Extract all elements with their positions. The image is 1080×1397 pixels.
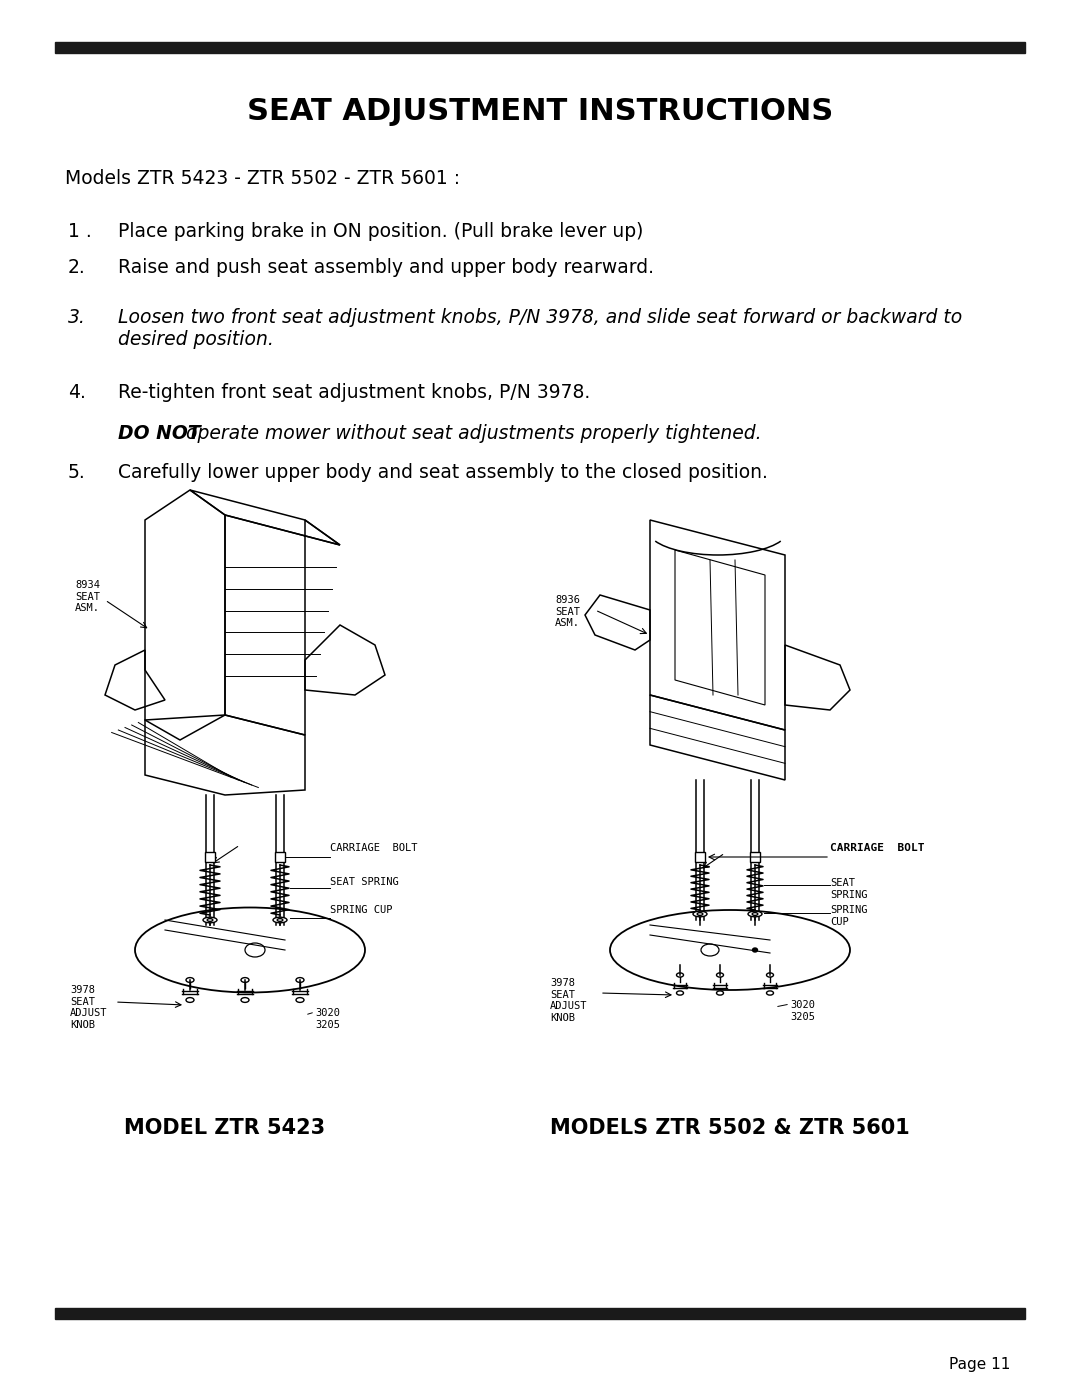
Text: DO NOT: DO NOT	[118, 425, 201, 443]
Text: 5.: 5.	[68, 462, 85, 482]
Text: 8936
SEAT
ASM.: 8936 SEAT ASM.	[555, 595, 580, 629]
Bar	[750, 852, 760, 862]
Text: Re-tighten front seat adjustment knobs, P/N 3978.: Re-tighten front seat adjustment knobs, …	[118, 383, 591, 402]
Text: 3020
3205: 3020 3205	[315, 1009, 340, 1030]
Text: 2.: 2.	[68, 258, 85, 277]
Ellipse shape	[748, 911, 762, 916]
Text: Page 11: Page 11	[948, 1358, 1010, 1372]
Text: 3978
SEAT
ADJUST
KNOB: 3978 SEAT ADJUST KNOB	[550, 978, 588, 1023]
Bar	[696, 852, 705, 862]
Text: SEAT
SPRING: SEAT SPRING	[831, 877, 867, 900]
Text: desired position.: desired position.	[118, 330, 274, 349]
Ellipse shape	[203, 918, 217, 923]
Text: Models ZTR 5423 - ZTR 5502 - ZTR 5601 :: Models ZTR 5423 - ZTR 5502 - ZTR 5601 :	[65, 169, 460, 187]
Text: Raise and push seat assembly and upper body rearward.: Raise and push seat assembly and upper b…	[118, 258, 654, 277]
Text: SEAT ADJUSTMENT INSTRUCTIONS: SEAT ADJUSTMENT INSTRUCTIONS	[247, 98, 833, 127]
Text: 8934
SEAT
ASM.: 8934 SEAT ASM.	[75, 580, 100, 613]
Text: 3020
3205: 3020 3205	[789, 1000, 815, 1021]
Bar	[55, 1308, 1025, 1319]
Text: 3.: 3.	[68, 307, 86, 327]
Text: 3978
SEAT
ADJUST
KNOB: 3978 SEAT ADJUST KNOB	[70, 985, 108, 1030]
Bar	[275, 852, 285, 862]
Text: CARRIAGE  BOLT: CARRIAGE BOLT	[831, 842, 924, 854]
Text: SPRING CUP: SPRING CUP	[330, 905, 392, 915]
Text: SEAT SPRING: SEAT SPRING	[330, 877, 399, 887]
Text: CARRIAGE  BOLT: CARRIAGE BOLT	[330, 842, 418, 854]
Text: 1 .: 1 .	[68, 222, 92, 242]
Text: operate mower without seat adjustments properly tightened.: operate mower without seat adjustments p…	[180, 425, 761, 443]
Ellipse shape	[273, 918, 287, 923]
Text: Carefully lower upper body and seat assembly to the closed position.: Carefully lower upper body and seat asse…	[118, 462, 768, 482]
Text: MODEL ZTR 5423: MODEL ZTR 5423	[124, 1118, 325, 1139]
Text: MODELS ZTR 5502 & ZTR 5601: MODELS ZTR 5502 & ZTR 5601	[550, 1118, 909, 1139]
Text: Loosen two front seat adjustment knobs, P/N 3978, and slide seat forward or back: Loosen two front seat adjustment knobs, …	[118, 307, 962, 327]
Bar	[205, 852, 215, 862]
Ellipse shape	[693, 911, 707, 916]
Ellipse shape	[753, 949, 757, 951]
Text: 4.: 4.	[68, 383, 86, 402]
Text: SPRING
CUP: SPRING CUP	[831, 905, 867, 926]
Bar	[55, 42, 1025, 53]
Text: Place parking brake in ON position. (Pull brake lever up): Place parking brake in ON position. (Pul…	[118, 222, 644, 242]
